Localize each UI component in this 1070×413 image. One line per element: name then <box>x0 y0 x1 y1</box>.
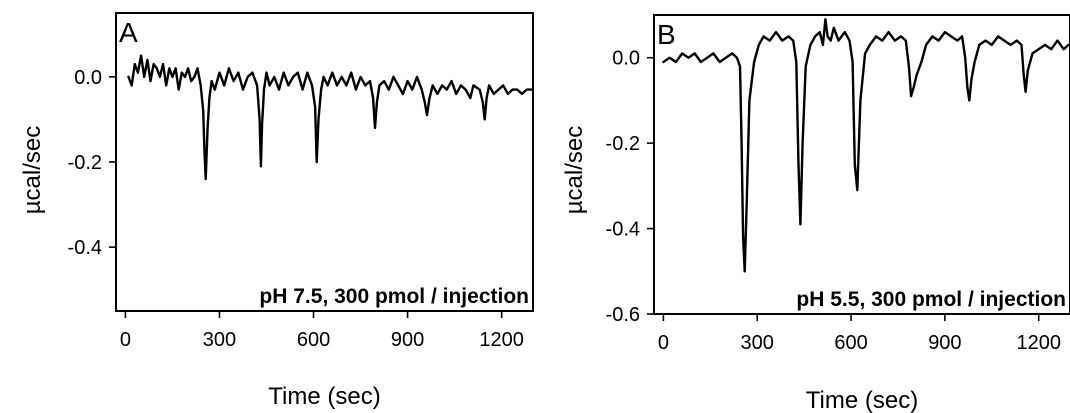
panel-label: A <box>119 17 138 48</box>
x-tick-label: 0 <box>120 329 131 351</box>
panel-a: 0 300 600 900 1200 0.0 -0.2 -0.4 Time (sec) µcal/… <box>19 12 534 410</box>
x-tick-label: 1200 <box>479 329 524 351</box>
panel-label: B <box>657 19 676 50</box>
y-axis-title: µcal/sec <box>561 126 588 215</box>
condition-annotation: pH 7.5, 300 pmol / injection <box>259 285 529 308</box>
y-tick-label: 0.0 <box>612 48 640 70</box>
condition-annotation: pH 5.5, 300 pmol / injection <box>796 288 1066 311</box>
x-tick-label: 300 <box>203 329 236 351</box>
plot-frame <box>115 12 534 312</box>
data-trace <box>127 54 533 181</box>
y-tick-label: -0.6 <box>606 304 640 326</box>
x-axis-title: Time (sec) <box>806 387 918 413</box>
plot-frame <box>653 14 1070 315</box>
x-tick-label: 900 <box>391 329 424 351</box>
y-tick-label: -0.2 <box>606 133 640 155</box>
x-tick-label: 600 <box>834 332 867 354</box>
panel-b: 0 300 600 900 1200 0.0 -0.2 -0.4 -0.6 Time (sec) µ… <box>561 14 1070 413</box>
y-tick-label: -0.4 <box>606 219 640 241</box>
y-axis-title: µcal/sec <box>19 126 46 215</box>
y-tick-label: 0.0 <box>74 67 102 89</box>
y-tick-label: -0.4 <box>68 237 102 259</box>
y-tick-label: -0.2 <box>68 152 102 174</box>
x-axis-title: Time (sec) <box>268 383 380 410</box>
x-tick-label: 900 <box>928 332 961 354</box>
x-tick-label: 1200 <box>1016 332 1061 354</box>
x-tick-label: 600 <box>297 329 330 351</box>
x-tick-label: 0 <box>658 332 669 354</box>
data-trace <box>662 18 1070 273</box>
x-tick-label: 300 <box>741 332 774 354</box>
